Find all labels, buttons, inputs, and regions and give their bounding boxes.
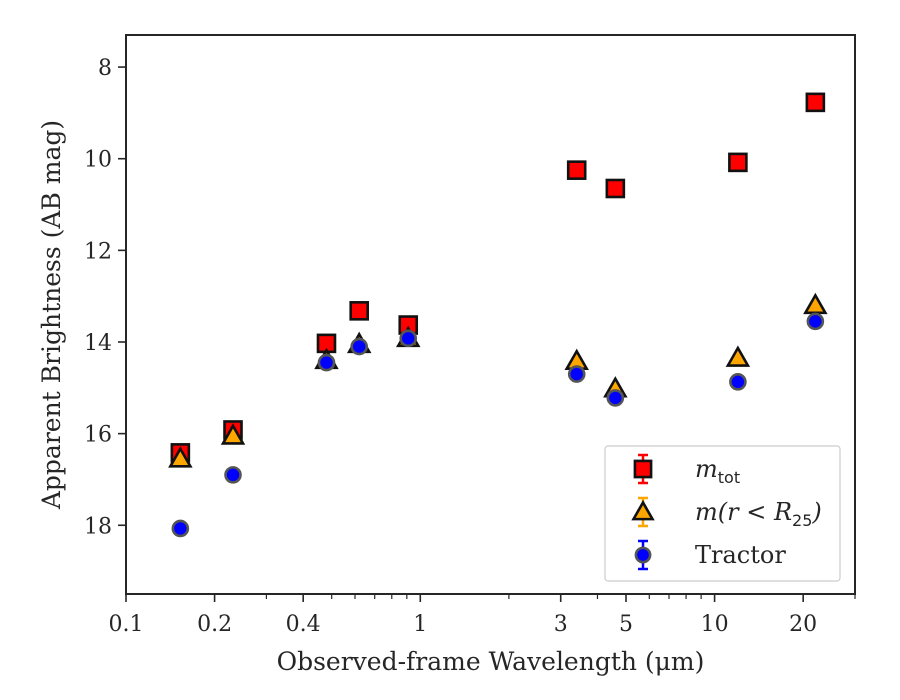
data-point-circle <box>806 312 825 331</box>
data-point-triangle <box>725 345 751 367</box>
legend-marker-triangle <box>631 499 655 521</box>
y-tick-label: 10 <box>84 148 112 173</box>
legend-label-base: m <box>695 455 718 483</box>
legend-label-subscript: tot <box>718 468 740 487</box>
y-tick-label: 18 <box>84 514 112 539</box>
legend-label-suffix: ) <box>811 498 821 526</box>
series-circle <box>171 312 825 538</box>
y-tick-label: 16 <box>84 423 112 448</box>
y-tick-label: 8 <box>98 56 112 81</box>
legend-label-base: m(r < R <box>695 498 792 526</box>
axis-ticks: 0.1 0.2 0.4 1 3 5 10 20 8 10 12 14 16 18 <box>84 56 856 637</box>
data-point-triangle <box>803 292 828 315</box>
plot-frame <box>125 34 856 595</box>
data-point-circle <box>399 329 418 348</box>
data-point-square <box>728 152 748 173</box>
data-point-circle <box>606 389 625 407</box>
series-triangle <box>168 292 828 468</box>
x-tick-label: 3 <box>554 612 568 637</box>
data-point-circle <box>171 519 190 538</box>
legend-box <box>604 445 841 582</box>
data-point-triangle <box>168 446 193 468</box>
data-point-square <box>349 301 369 321</box>
legend: mtot m(r < R25) Tractor <box>604 445 841 582</box>
y-tick-label: 14 <box>84 331 112 356</box>
data-point-triangle <box>220 423 246 445</box>
data-point-circle <box>317 353 336 372</box>
data-point-square <box>566 160 587 180</box>
x-tick-label: 0.4 <box>286 612 321 637</box>
y-tick-label: 12 <box>84 239 112 264</box>
legend-label: mtot <box>695 455 740 487</box>
legend-label: m(r < R25) <box>695 498 822 530</box>
data-point-circle <box>350 337 368 356</box>
x-tick-label: 10 <box>701 612 729 637</box>
legend-marker-circle <box>634 546 652 564</box>
legend-marker-square <box>633 459 653 479</box>
data-point-square <box>605 178 626 199</box>
x-tick-label: 1 <box>413 612 427 637</box>
legend-label-subscript: 25 <box>792 511 812 530</box>
x-tick-label: 0.2 <box>197 612 232 637</box>
x-tick-label: 5 <box>619 612 633 637</box>
x-tick-label: 0.1 <box>109 612 144 637</box>
plot-markers <box>168 92 828 538</box>
series-square <box>170 92 826 463</box>
legend-label: Tractor <box>695 541 786 569</box>
x-axis-label: Observed-frame Wavelength (μm) <box>277 647 705 676</box>
data-point-circle <box>729 373 747 391</box>
legend-label-base: Tractor <box>695 541 786 569</box>
data-point-circle <box>567 365 586 383</box>
x-tick-label: 20 <box>789 612 817 637</box>
data-point-square <box>805 92 826 113</box>
data-point-circle <box>224 466 242 484</box>
y-axis-label: Apparent Brightness (AB mag) <box>37 120 66 510</box>
